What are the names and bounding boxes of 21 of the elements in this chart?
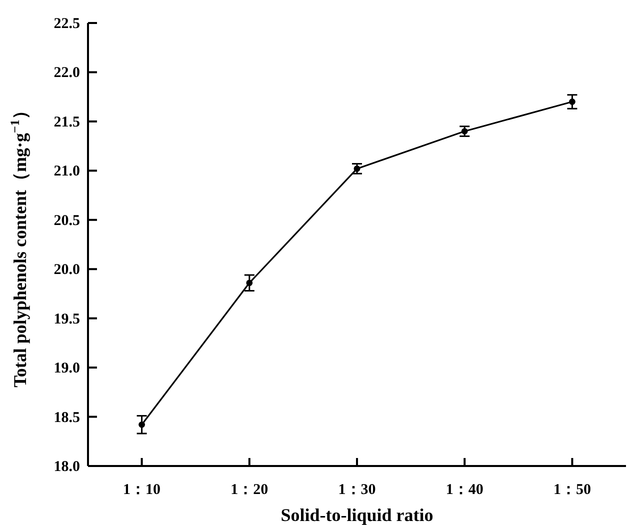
point [569, 98, 576, 105]
y-tick-label: 18.5 [54, 410, 80, 426]
y-tick-label: 21.5 [54, 114, 80, 130]
y-tick-label: 22.0 [54, 65, 80, 82]
y-tick-label: 19.0 [54, 360, 80, 377]
y-tick-label: 20.5 [54, 212, 80, 229]
point [246, 280, 253, 286]
y-tick-label: 20.0 [54, 262, 80, 278]
point [138, 421, 145, 428]
y-tick-label: 21.0 [54, 164, 80, 180]
x-tick-label: 1：40 [446, 482, 484, 498]
y-tick-label: 18.0 [54, 459, 80, 475]
x-tick-label: 1：10 [123, 482, 161, 498]
x-axis-title: Solid-to-liquid ratio [280, 505, 434, 525]
y-tick-label: 22.5 [54, 16, 80, 32]
point [354, 166, 360, 172]
x-tick-label: 1：20 [230, 482, 268, 498]
x-tick-label: 1：50 [553, 482, 591, 498]
point [461, 128, 468, 134]
x-tick-label: 1：30 [338, 482, 376, 498]
y-tick-label: 19.5 [54, 311, 80, 328]
